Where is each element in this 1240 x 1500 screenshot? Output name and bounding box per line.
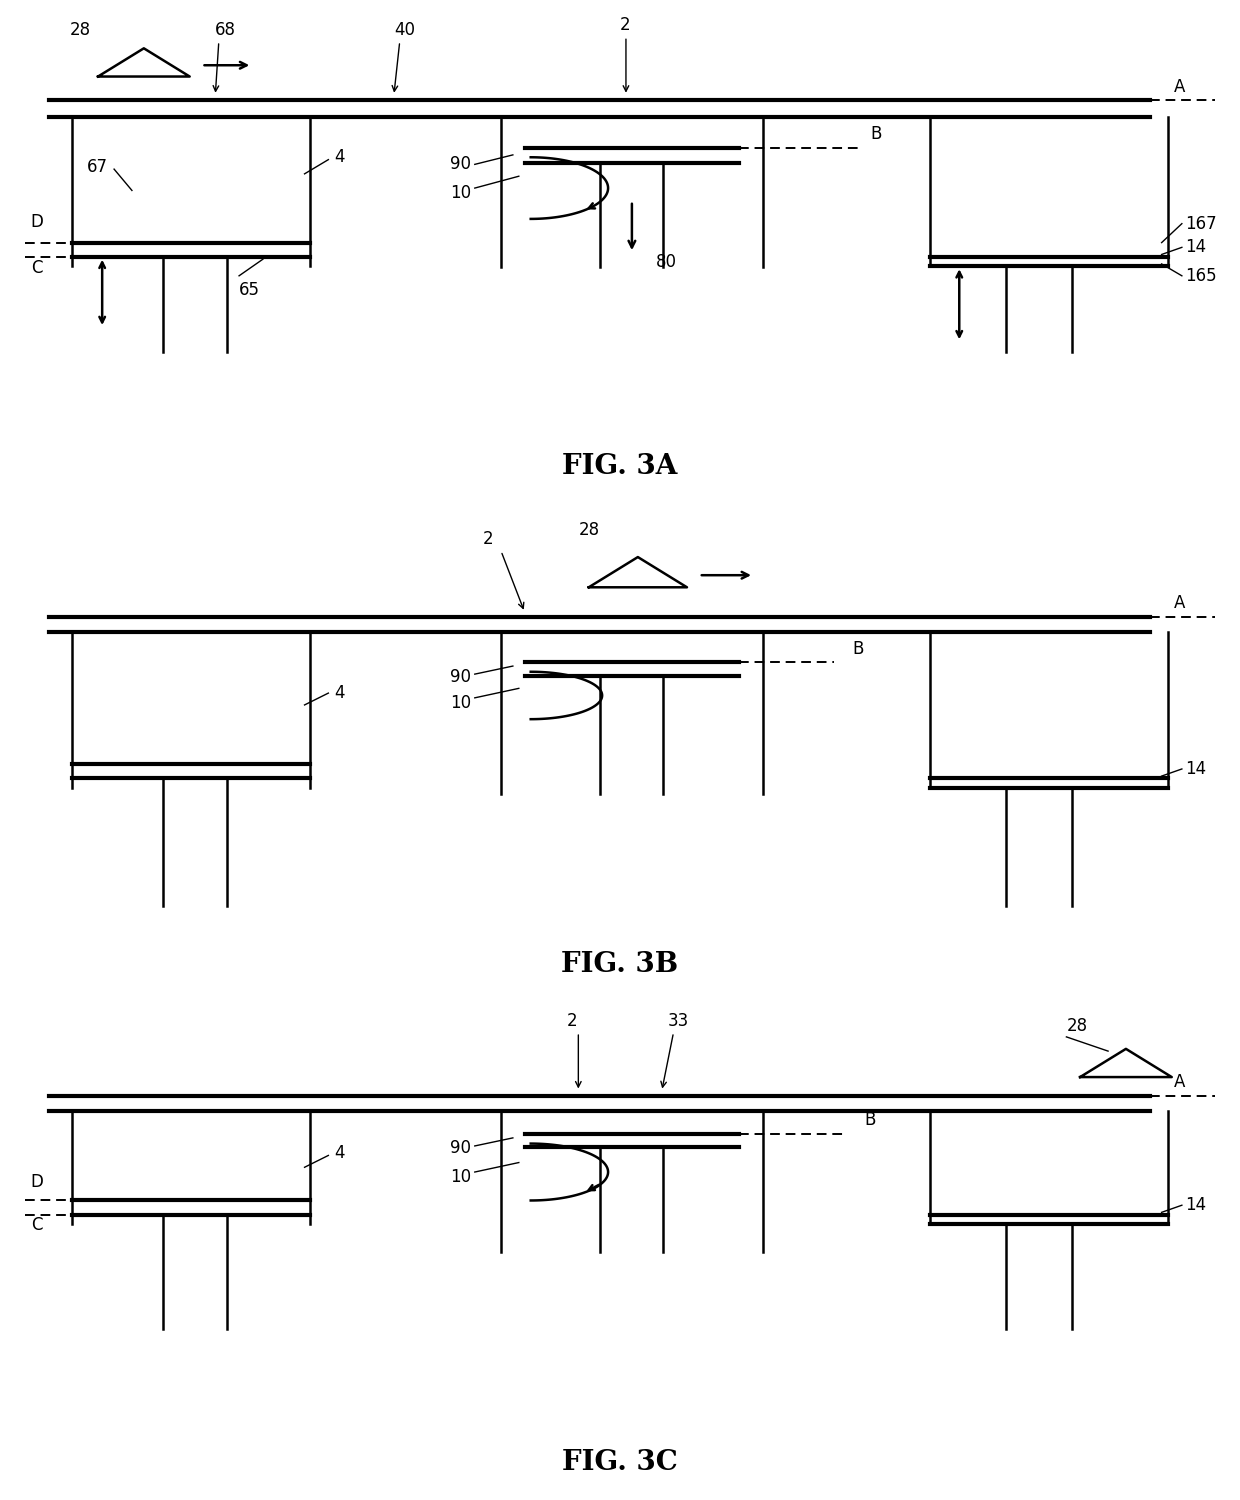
Text: 2: 2: [484, 531, 494, 549]
Text: B: B: [870, 124, 882, 142]
Text: C: C: [31, 1216, 42, 1234]
Text: 10: 10: [450, 693, 471, 711]
Text: 67: 67: [87, 158, 108, 176]
Text: 10: 10: [450, 1168, 471, 1186]
Text: 14: 14: [1185, 1196, 1207, 1214]
Text: 14: 14: [1185, 238, 1207, 256]
Text: 90: 90: [450, 156, 471, 174]
Text: 28: 28: [578, 520, 599, 538]
Text: FIG. 3A: FIG. 3A: [562, 453, 678, 480]
Text: 14: 14: [1185, 760, 1207, 778]
Text: 165: 165: [1185, 267, 1218, 285]
Text: FIG. 3B: FIG. 3B: [562, 951, 678, 978]
Text: 40: 40: [394, 21, 415, 39]
Text: 90: 90: [450, 668, 471, 686]
Text: 10: 10: [450, 184, 471, 202]
Text: 65: 65: [239, 280, 260, 298]
Text: A: A: [1173, 594, 1185, 612]
Text: 68: 68: [216, 21, 237, 39]
Text: A: A: [1173, 78, 1185, 96]
Text: 80: 80: [656, 254, 677, 272]
Text: 33: 33: [667, 1013, 689, 1031]
Text: D: D: [31, 213, 43, 231]
Text: 2: 2: [567, 1013, 577, 1031]
Text: D: D: [31, 1173, 43, 1191]
Text: 2: 2: [620, 16, 631, 34]
Text: B: B: [852, 639, 863, 657]
Text: A: A: [1173, 1074, 1185, 1092]
Text: FIG. 3C: FIG. 3C: [562, 1449, 678, 1476]
Text: B: B: [864, 1112, 875, 1130]
Text: 28: 28: [1066, 1017, 1087, 1035]
Text: 4: 4: [335, 148, 345, 166]
Text: 4: 4: [335, 684, 345, 702]
Text: 4: 4: [335, 1144, 345, 1162]
Text: C: C: [31, 260, 42, 278]
Text: 28: 28: [69, 21, 92, 39]
Text: 90: 90: [450, 1140, 471, 1158]
Text: 167: 167: [1185, 214, 1218, 232]
